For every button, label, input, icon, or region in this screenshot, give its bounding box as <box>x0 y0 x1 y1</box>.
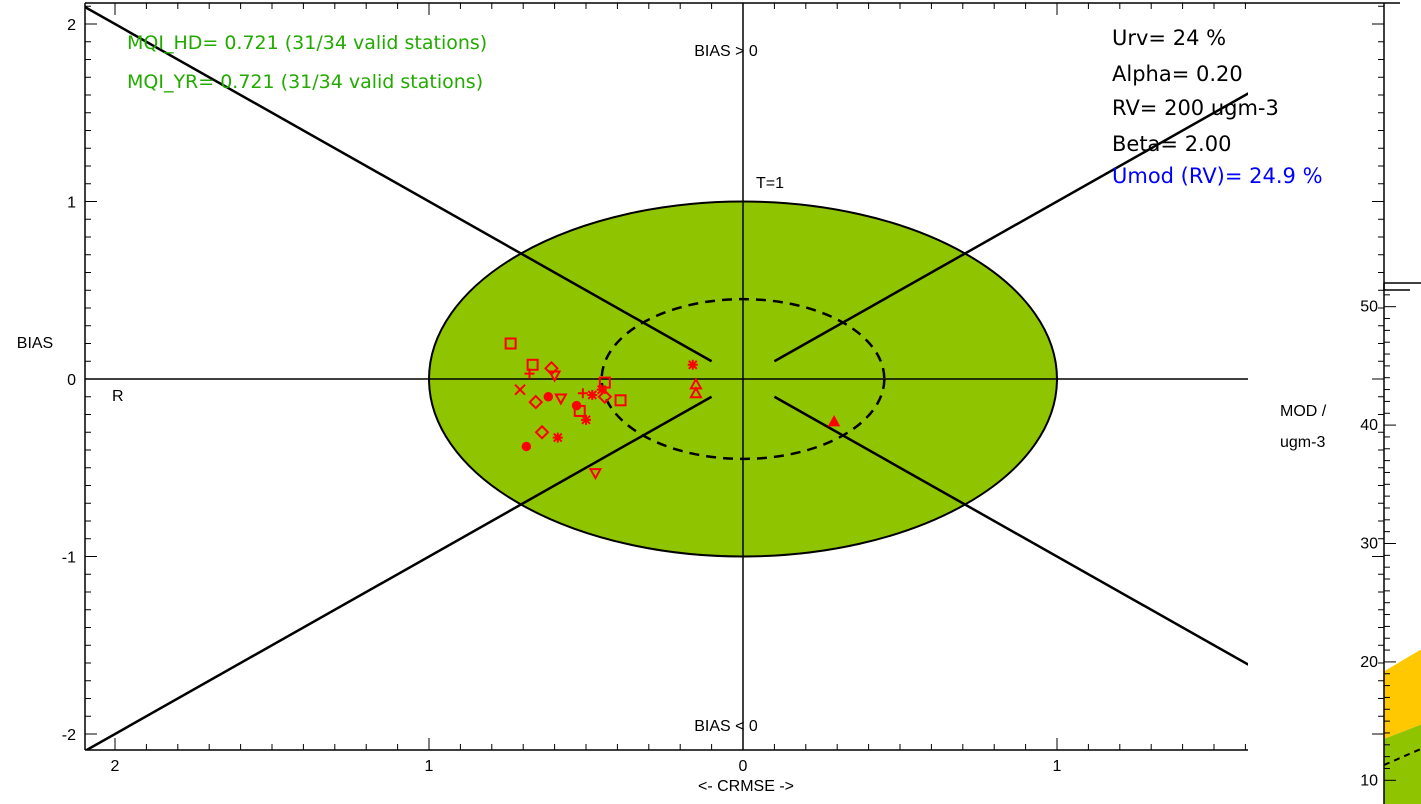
data-point <box>547 370 562 383</box>
bias-positive-label: BIAS > 0 <box>694 43 758 60</box>
subplot-y-label-line2: ugm-3 <box>1280 434 1325 451</box>
mqi-hd-text: MQI_HD= 0.721 (31/34 valid stations) <box>127 32 487 54</box>
x-axis-label: <- CRMSE -> <box>698 778 794 795</box>
center-axes <box>85 3 1248 750</box>
scatter-subplot: 50 40 30 20 10 MOD / ugm-3 <box>1280 282 1421 804</box>
y-tick-label: -1 <box>62 550 76 567</box>
rv-text: RV= 200 ugm-3 <box>1112 96 1279 120</box>
diagonal-line <box>85 395 713 750</box>
t-label: T=1 <box>756 175 784 192</box>
tick-marks <box>85 3 1384 750</box>
x-tick-label: 1 <box>425 758 434 775</box>
data-points <box>504 337 841 481</box>
data-point <box>528 394 544 410</box>
alpha-text: Alpha= 0.20 <box>1112 62 1243 86</box>
data-point <box>614 394 627 407</box>
data-point <box>587 389 598 400</box>
right-axis <box>1383 3 1410 291</box>
data-point <box>827 415 841 427</box>
data-point <box>521 441 532 452</box>
y-tick-label: 2 <box>67 17 76 34</box>
data-point <box>598 376 611 389</box>
urv-text: Urv= 24 % <box>1112 26 1226 50</box>
data-point <box>543 392 554 402</box>
umod-text: Umod (RV)= 24.9 % <box>1112 164 1323 188</box>
subplot-y-label-line1: MOD / <box>1280 403 1327 420</box>
data-point <box>554 393 568 406</box>
subplot-y-tick-label: 20 <box>1360 654 1378 671</box>
data-point <box>534 424 550 440</box>
data-point <box>689 386 703 399</box>
green-band <box>1384 724 1421 804</box>
x-tick-label: 0 <box>739 758 748 775</box>
r-label: R <box>112 388 124 405</box>
y-tick-label: -2 <box>62 727 76 744</box>
subplot-tick-labels: 50 40 30 20 10 <box>1360 299 1378 790</box>
data-point <box>588 468 603 481</box>
subplot-y-tick-label: 10 <box>1360 772 1378 789</box>
data-point <box>581 414 591 425</box>
data-point <box>552 432 563 443</box>
beta-text: Beta= 2.00 <box>1112 132 1231 156</box>
y-axis-label: BIAS <box>17 335 53 352</box>
tick-labels: 2 1 0 -1 -2 2 1 0 1 <box>62 17 1062 775</box>
y-tick-label: 1 <box>67 195 76 212</box>
x-tick-label: 1 <box>1053 758 1062 775</box>
data-point <box>524 368 535 379</box>
data-point <box>596 384 607 395</box>
data-point <box>526 358 539 371</box>
diagonal-line <box>773 395 1248 666</box>
diagonal-line <box>85 5 713 363</box>
subplot-y-tick-label: 50 <box>1360 299 1378 316</box>
data-point <box>514 383 526 396</box>
subplot-dashed-line <box>1384 747 1421 766</box>
subplot-tick-marks <box>1384 282 1396 781</box>
subplot-y-tick-label: 40 <box>1360 417 1378 434</box>
mqi-yr-text: MQI_YR= 0.721 (31/34 valid stations) <box>127 71 483 93</box>
data-point <box>573 404 586 417</box>
orange-band <box>1384 649 1421 739</box>
x-tick-label: 2 <box>111 758 120 775</box>
data-point <box>577 388 588 399</box>
diagonal-line <box>773 92 1248 363</box>
bias-negative-label: BIAS < 0 <box>694 718 758 735</box>
subplot-y-tick-label: 30 <box>1360 536 1378 553</box>
data-point <box>597 389 613 405</box>
data-point <box>504 337 517 350</box>
data-point <box>687 359 698 370</box>
y-tick-label: 0 <box>67 372 76 389</box>
